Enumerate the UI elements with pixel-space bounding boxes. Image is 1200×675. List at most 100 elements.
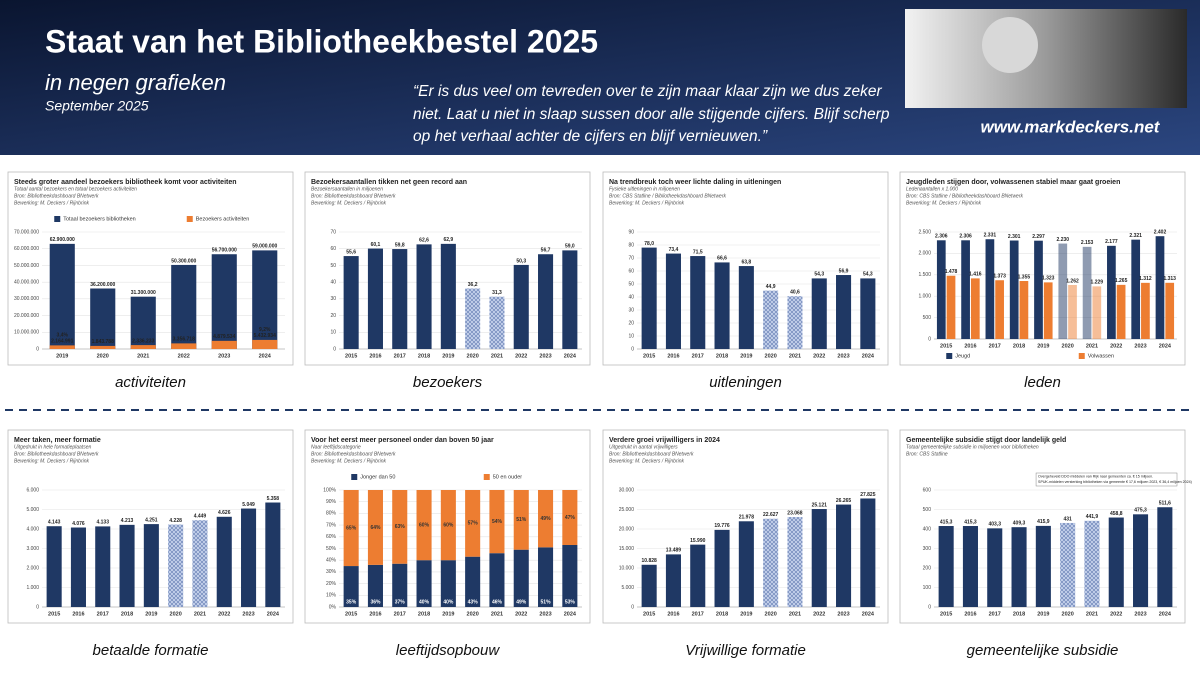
bar	[70, 527, 86, 607]
y-tick-label: 60	[628, 268, 634, 274]
x-tick-label: 2022	[1110, 611, 1122, 617]
bar	[641, 564, 657, 607]
value-label: 50.300.000	[171, 258, 196, 264]
bar	[836, 504, 852, 607]
bar	[860, 278, 876, 349]
x-tick-label: 2016	[667, 611, 679, 617]
bar-segment	[465, 556, 481, 607]
y-tick-label: 0	[36, 346, 39, 352]
bar-segment	[562, 490, 578, 545]
x-tick-label: 2015	[940, 343, 952, 349]
value-label: 9,2%	[259, 327, 271, 333]
value-label: 54,3	[814, 272, 824, 278]
x-tick-label: 2019	[740, 611, 752, 617]
bar	[489, 296, 505, 349]
bar	[46, 526, 62, 607]
value-label: 47%	[565, 515, 576, 521]
x-tick-label: 2020	[170, 611, 182, 617]
y-tick-label: 10.000.000	[14, 330, 39, 336]
chart-processing: Bewerking: M. Deckers / Rijnbrink	[14, 458, 90, 464]
bar	[938, 526, 954, 607]
value-label: 40%	[443, 599, 454, 605]
value-label: 31.300.000	[131, 290, 156, 296]
value-label: 62,9	[443, 237, 453, 243]
y-tick-label: 100	[923, 585, 932, 591]
x-tick-label: 2021	[194, 611, 206, 617]
x-tick-label: 2024	[564, 353, 577, 359]
y-tick-label: 500	[923, 315, 932, 321]
page-date: September 2025	[45, 98, 149, 114]
value-label: 73,4	[669, 247, 679, 253]
x-tick-label: 2023	[1134, 343, 1146, 349]
value-label: 1.262	[1066, 278, 1079, 284]
y-tick-label: 0	[928, 336, 931, 342]
value-label: 40%	[419, 599, 430, 605]
y-tick-label: 20%	[326, 581, 337, 587]
y-tick-label: 200	[923, 565, 932, 571]
chart-processing: Bewerking: M. Deckers / Rijnbrink	[14, 200, 90, 206]
chart-title: Bezoekersaantallen tikken net geen recor…	[311, 179, 467, 186]
bar	[562, 250, 578, 349]
y-tick-label: 1.500	[918, 272, 931, 278]
bar	[763, 290, 779, 349]
value-label: 50,3	[516, 258, 526, 264]
x-tick-label: 2022	[1110, 343, 1122, 349]
chart-caption: gemeentelijke subsidie	[967, 642, 1119, 659]
value-label: 2.331	[984, 233, 997, 239]
chart-subtitle: Ledenaantallen x 1.000	[906, 186, 958, 192]
value-label: 36%	[370, 599, 381, 605]
chart-title: Steeds groter aandeel bezoekers biblioth…	[14, 179, 237, 186]
y-tick-label: 15.000	[619, 546, 635, 552]
bar	[641, 247, 657, 349]
value-label: 4.879.534	[213, 334, 235, 340]
chart-title: Gemeentelijke subsidie stijgt door lande…	[906, 437, 1066, 444]
bar	[690, 256, 706, 349]
x-tick-label: 2020	[467, 611, 479, 617]
value-label: 31,3	[492, 290, 502, 296]
x-tick-label: 2022	[515, 353, 527, 359]
quote-line: op het verhaal achter de cijfers en blij…	[413, 128, 768, 145]
bar	[192, 520, 208, 607]
bar	[265, 502, 281, 607]
y-tick-label: 2.500	[918, 229, 931, 235]
y-tick-label: 0	[631, 346, 634, 352]
annotation-text: Overgeheveld DDO middelen van Rijk naar …	[1038, 474, 1153, 478]
bar	[665, 554, 681, 607]
x-tick-label: 2016	[369, 353, 381, 359]
y-tick-label: 80%	[326, 511, 337, 517]
y-tick-label: 500	[923, 507, 932, 513]
x-tick-label: 2019	[442, 353, 454, 359]
value-label: 431	[1063, 516, 1072, 522]
x-tick-label: 2021	[1086, 343, 1098, 349]
y-tick-label: 70	[628, 255, 634, 261]
y-tick-label: 70.000.000	[14, 229, 39, 235]
y-tick-label: 0	[631, 604, 634, 610]
y-tick-label: 60	[330, 246, 336, 252]
bar	[714, 529, 730, 607]
portrait-photo	[905, 9, 1187, 108]
bar	[171, 264, 197, 349]
bar-segment	[562, 544, 578, 607]
x-tick-label: 2023	[539, 611, 551, 617]
y-tick-label: 30%	[326, 569, 337, 575]
bar-segment	[440, 490, 456, 561]
value-label: 23.068	[787, 510, 803, 516]
x-tick-label: 2019	[740, 353, 752, 359]
y-tick-label: 400	[923, 526, 932, 532]
bar	[995, 280, 1004, 339]
bar	[1034, 240, 1043, 339]
x-tick-label: 2018	[121, 611, 133, 617]
bar	[211, 254, 237, 349]
value-label: 59,0	[565, 244, 575, 250]
value-label: 2.306	[959, 234, 972, 240]
value-label: 1.843.788	[92, 339, 114, 345]
bar	[1082, 246, 1092, 339]
legend-swatch	[1078, 353, 1085, 359]
value-label: 1.312	[1139, 276, 1152, 282]
chart-processing: Bewerking: M. Deckers / Rijnbrink	[609, 458, 685, 464]
value-label: 3.356.718	[173, 337, 195, 343]
y-tick-label: 50	[330, 263, 336, 269]
x-tick-label: 2015	[643, 353, 655, 359]
y-tick-label: 60.000.000	[14, 246, 39, 252]
x-tick-label: 2016	[964, 343, 976, 349]
